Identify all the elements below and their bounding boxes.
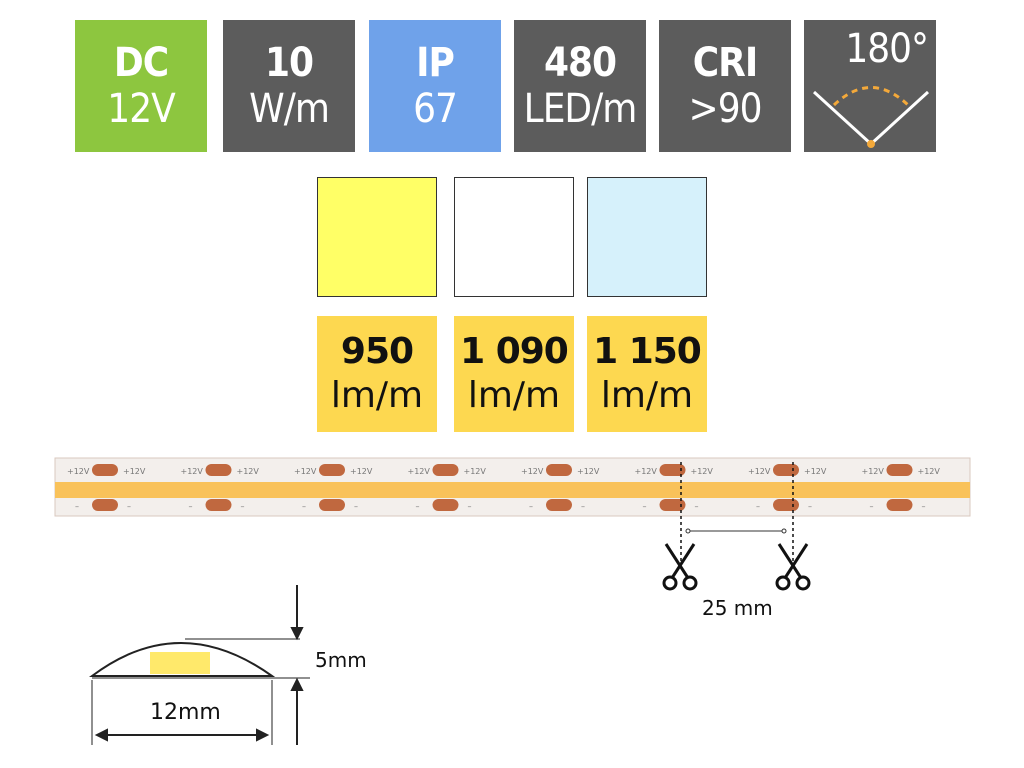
pad-label: +12V [123, 467, 146, 476]
pad-label: – [416, 502, 420, 511]
spec-badge: 180° [804, 20, 936, 152]
badge-unit: LED/m [523, 86, 638, 132]
color-temperature-swatch [587, 177, 707, 297]
lumen-unit: lm/m [467, 375, 561, 416]
pad-label: +12V [67, 467, 90, 476]
badge-unit: W/m [249, 86, 330, 132]
cob-led-band [55, 482, 970, 498]
lumen-unit: lm/m [330, 375, 424, 416]
profile-cross-section [88, 585, 310, 745]
spec-badge: CRI >90 [659, 20, 791, 152]
pad-label: – [354, 502, 358, 511]
pad-label: +12V [521, 467, 544, 476]
color-temperature-swatch [454, 177, 574, 297]
pad-label: – [189, 502, 193, 511]
pad-label: – [241, 502, 245, 511]
pad-label: – [581, 502, 585, 511]
pad-label: +12V [464, 467, 487, 476]
solder-pad: +12V +12V – – [294, 464, 373, 511]
pad-label: +12V [294, 467, 317, 476]
solder-pad: +12V +12V – – [862, 464, 941, 511]
beam-angle-icon [812, 86, 930, 148]
solder-pad: +12V +12V – – [408, 464, 487, 511]
profile-height-label: 5mm [315, 648, 367, 672]
lumen-value: 1 150 [593, 331, 702, 372]
badge-value: 180° [845, 26, 929, 72]
pad-label: +12V [237, 467, 260, 476]
lumen-value: 950 [340, 331, 414, 372]
profile-width-label: 12mm [150, 700, 221, 725]
lumen-value: 1 090 [460, 331, 569, 372]
pad-label: +12V [804, 467, 827, 476]
scissors-icon [662, 543, 698, 591]
badge-unit: >90 [688, 86, 763, 132]
spec-badge: IP 67 [369, 20, 501, 152]
spec-badge: 10 W/m [223, 20, 355, 152]
solder-pad: +12V +12V – – [67, 464, 146, 511]
pad-label: – [643, 502, 647, 511]
pad-label: – [870, 502, 874, 511]
pad-label: +12V [635, 467, 658, 476]
solder-pad: +12V +12V – – [521, 464, 600, 511]
pad-label: – [808, 502, 812, 511]
scissors-icon [775, 543, 811, 591]
cut-distance-label: 25 mm [702, 596, 773, 620]
pad-label: +12V [350, 467, 373, 476]
pad-label: +12V [691, 467, 714, 476]
badge-unit: 67 [413, 86, 458, 132]
pad-label: +12V [918, 467, 941, 476]
badge-value: 10 [264, 40, 314, 86]
pad-label: +12V [181, 467, 204, 476]
lumen-box: 1 150 lm/m [587, 316, 707, 432]
pad-label: – [302, 502, 306, 511]
pad-label: +12V [577, 467, 600, 476]
badge-value: 480 [543, 40, 617, 86]
pad-label: – [75, 502, 79, 511]
spec-badge: DC 12V [75, 20, 207, 152]
spec-badge: 480 LED/m [514, 20, 646, 152]
lumen-box: 950 lm/m [317, 316, 437, 432]
led-strip: +12V +12V – – +12V +12V – – +12V +12V – – +12V +12V – –… [54, 457, 971, 517]
solder-pad: +12V +12V – – [181, 464, 260, 511]
pad-label: +12V [408, 467, 431, 476]
pad-label: – [468, 502, 472, 511]
badge-unit: 12V [107, 86, 175, 132]
pad-label: – [127, 502, 131, 511]
solder-pad: +12V +12V – – [635, 464, 714, 511]
pad-label: +12V [862, 467, 885, 476]
color-temperature-swatch [317, 177, 437, 297]
badge-value: CRI [692, 40, 758, 86]
pad-label: – [529, 502, 533, 511]
pad-label: +12V [748, 467, 771, 476]
pad-label: – [695, 502, 699, 511]
pad-label: – [922, 502, 926, 511]
lumen-unit: lm/m [600, 375, 694, 416]
pad-label: – [756, 502, 760, 511]
badge-value: IP [416, 40, 455, 86]
lumen-box: 1 090 lm/m [454, 316, 574, 432]
badge-value: DC [113, 40, 169, 86]
solder-pad: +12V +12V – – [748, 464, 827, 511]
